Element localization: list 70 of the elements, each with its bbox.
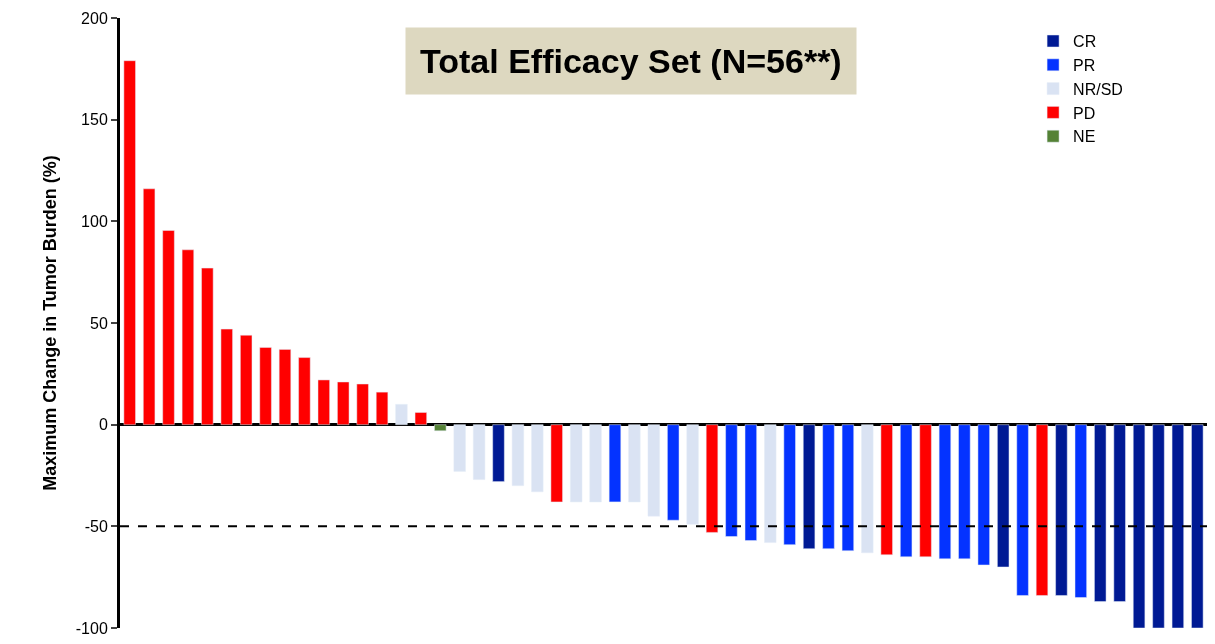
legend-label: CR xyxy=(1073,33,1097,51)
bar xyxy=(1016,424,1029,596)
bar xyxy=(492,424,505,482)
bar xyxy=(725,424,738,537)
bar xyxy=(434,424,447,432)
y-tick-label: -100 xyxy=(75,619,108,637)
y-tick-label: 150 xyxy=(81,111,108,129)
bar xyxy=(608,424,622,503)
bar xyxy=(919,424,932,558)
bar xyxy=(647,424,660,517)
bar xyxy=(997,424,1010,568)
legend-label: NE xyxy=(1073,128,1096,146)
bar xyxy=(1113,424,1126,602)
bar xyxy=(298,357,311,425)
bar xyxy=(240,334,253,425)
bar xyxy=(1191,424,1204,628)
bar xyxy=(375,391,389,425)
bar xyxy=(938,424,952,560)
bar xyxy=(1074,424,1087,598)
bar xyxy=(589,424,602,503)
bar xyxy=(822,424,835,549)
bar xyxy=(744,424,757,541)
bar xyxy=(686,424,699,525)
bar xyxy=(1132,424,1146,628)
bar xyxy=(414,412,427,425)
bar xyxy=(511,424,524,486)
bar xyxy=(1171,424,1184,628)
bar xyxy=(667,424,680,521)
bar xyxy=(1094,424,1107,602)
y-tick-label: 100 xyxy=(81,212,108,230)
bar xyxy=(278,349,292,425)
bar xyxy=(764,424,777,543)
bar xyxy=(356,383,369,425)
y-tick-label: 0 xyxy=(98,416,108,434)
bar xyxy=(783,424,796,545)
bar xyxy=(1055,424,1068,596)
bar xyxy=(977,424,990,566)
bar xyxy=(1035,424,1049,596)
bar xyxy=(317,379,330,425)
bar xyxy=(900,424,913,558)
legend-label: PR xyxy=(1073,57,1096,75)
y-tick-label: -50 xyxy=(84,517,108,535)
legend-label: NR/SD xyxy=(1073,80,1123,98)
bar xyxy=(705,424,719,533)
bar xyxy=(841,424,854,551)
y-axis-title: Maximum Change in Tumor Burden (%) xyxy=(39,155,60,491)
bar xyxy=(550,424,563,503)
bar xyxy=(162,230,175,425)
bar xyxy=(861,424,874,554)
bar xyxy=(395,404,408,425)
bar xyxy=(628,424,641,503)
bar xyxy=(201,267,214,425)
bar xyxy=(803,424,816,549)
bar xyxy=(453,424,466,472)
text: Total Efficacy Set (N=56**) xyxy=(420,42,842,80)
bar xyxy=(123,60,136,425)
y-tick-label: 200 xyxy=(81,9,108,27)
bar xyxy=(220,328,233,425)
bar xyxy=(259,347,272,425)
bar xyxy=(958,424,971,560)
y-tick-label: 50 xyxy=(90,314,108,332)
bar xyxy=(531,424,544,493)
bar xyxy=(181,249,195,425)
legend-label: PD xyxy=(1073,104,1096,122)
bar xyxy=(337,381,350,425)
bar xyxy=(143,188,156,425)
bar xyxy=(473,424,486,480)
bar xyxy=(1152,424,1165,628)
bar xyxy=(570,424,583,503)
bar xyxy=(880,424,893,556)
